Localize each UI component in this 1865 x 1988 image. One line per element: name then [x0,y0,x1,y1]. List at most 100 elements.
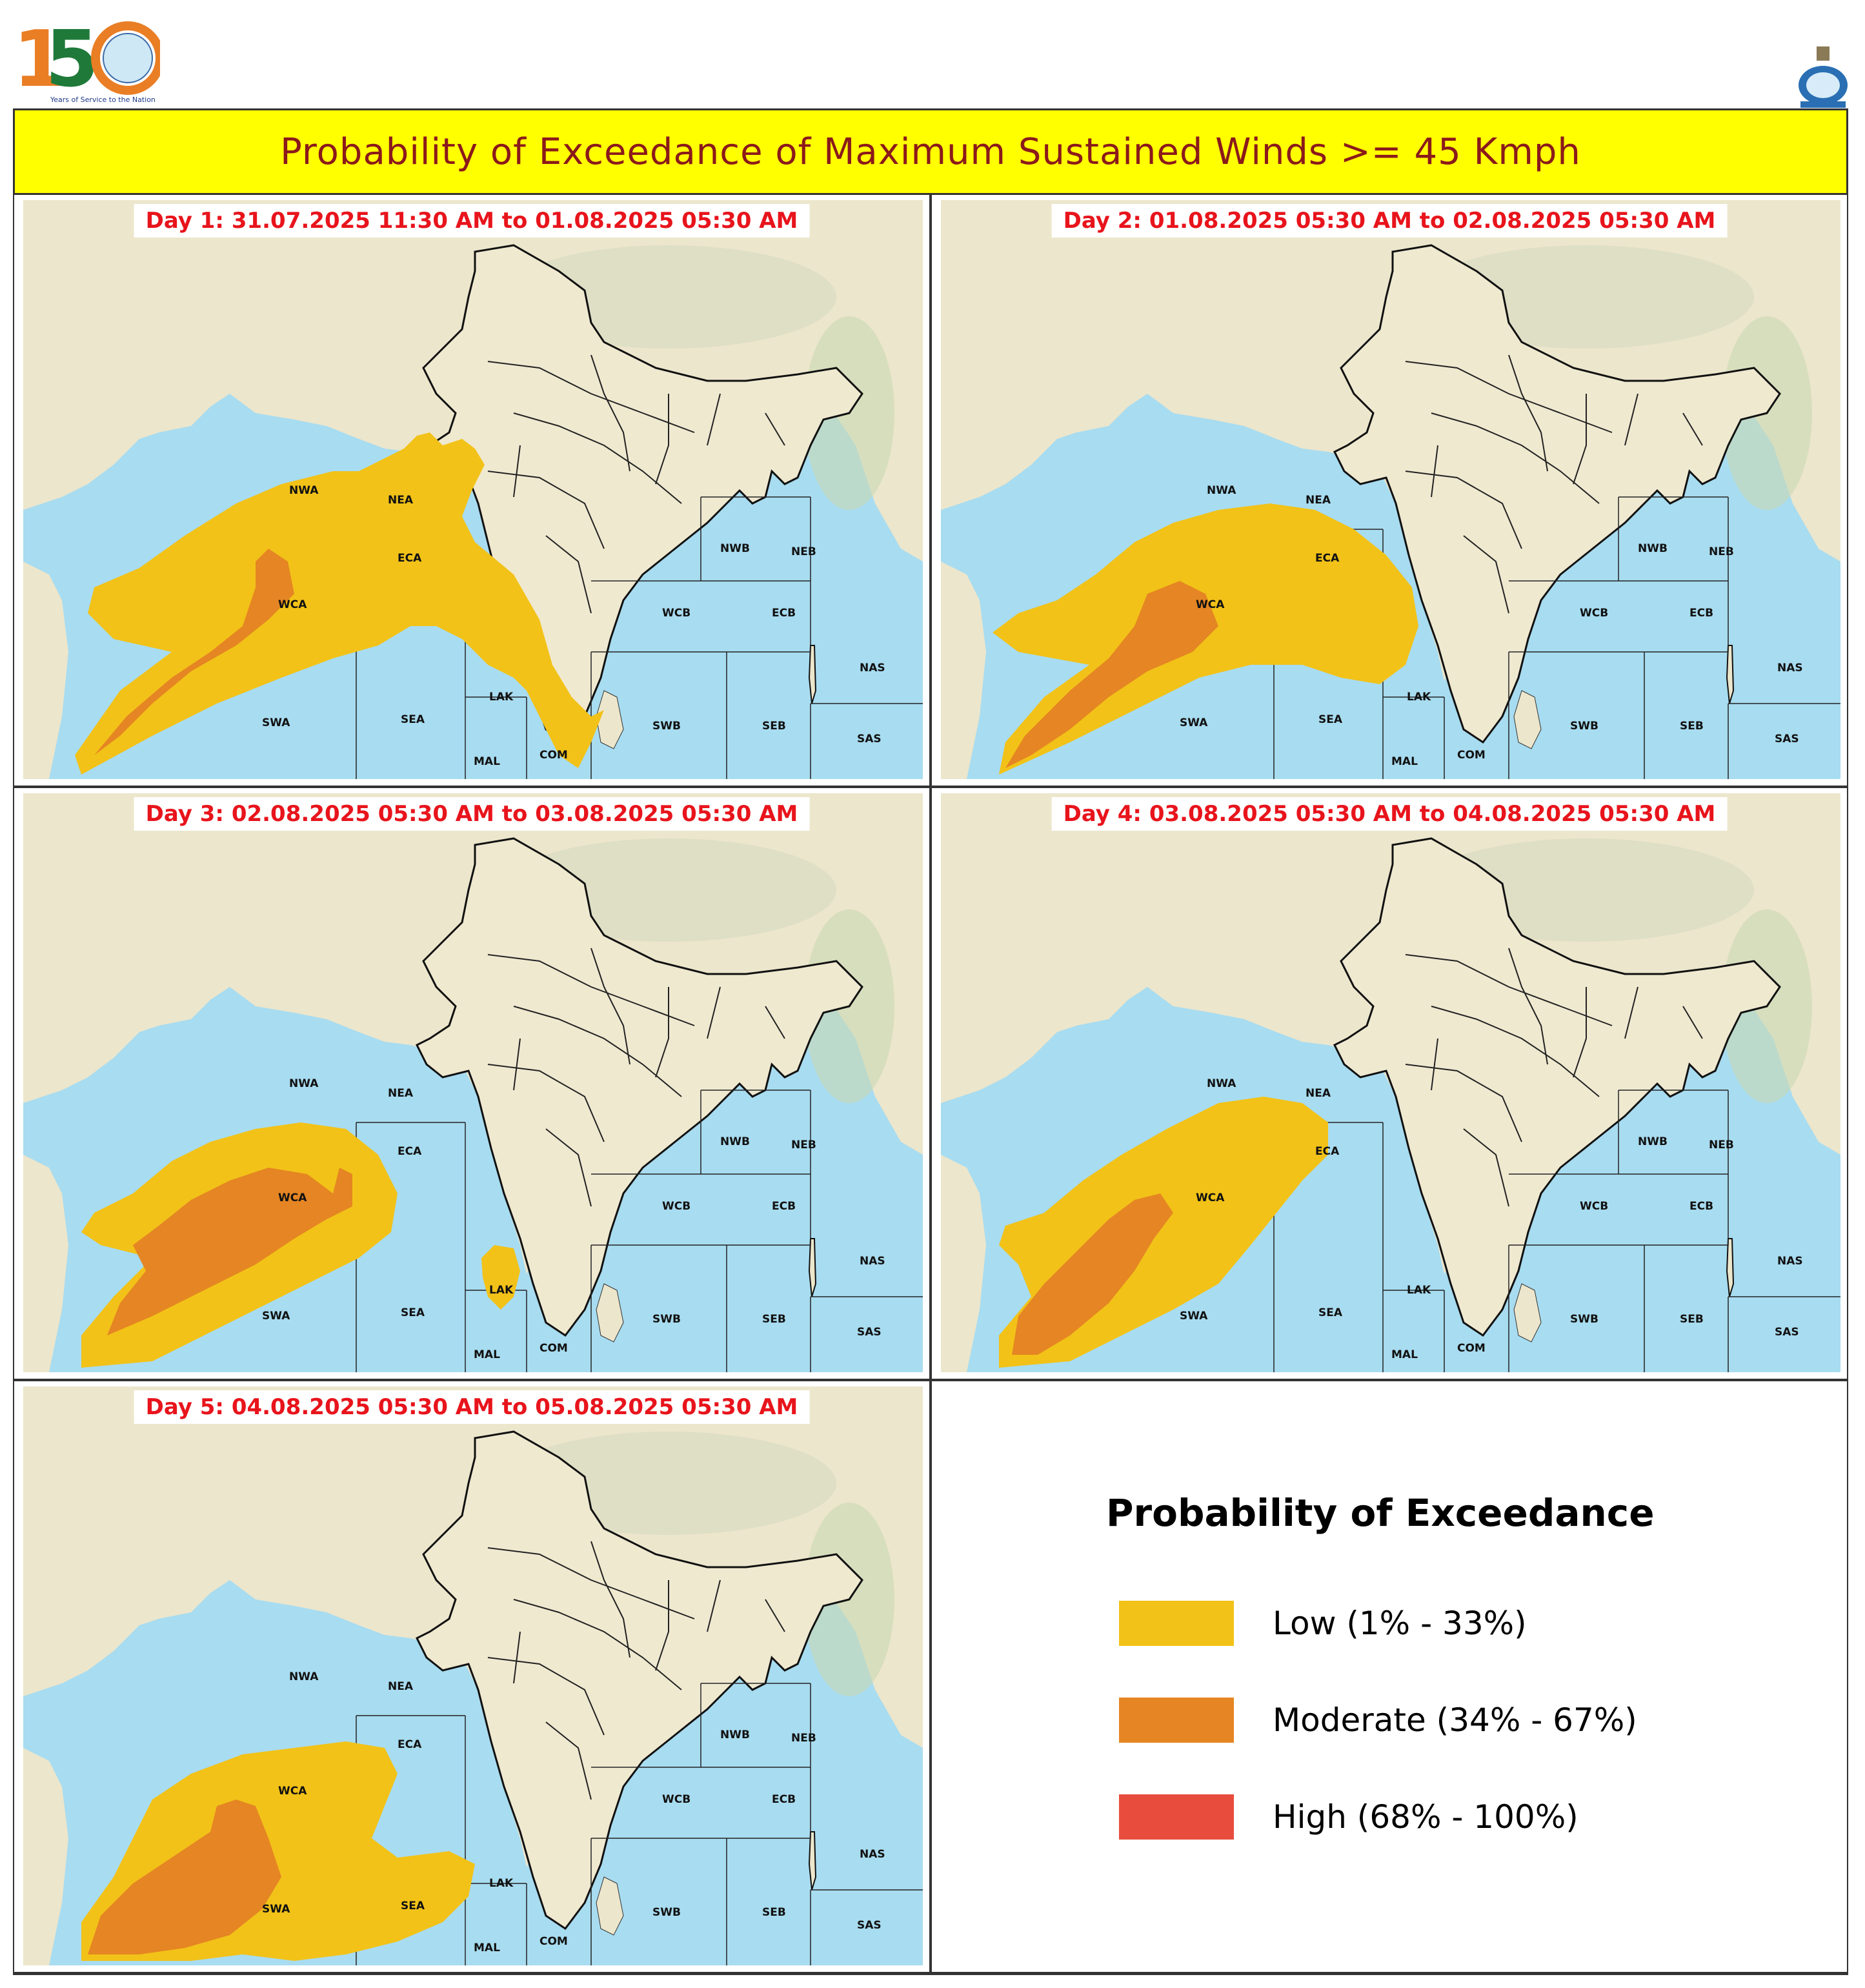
svg-text:ECA: ECA [1315,552,1340,565]
map-day-3: NWA NEA ECA WCA SWA SEA LAK MAL COM NWB … [23,793,923,1372]
svg-text:LAK: LAK [489,1877,514,1890]
svg-text:NEA: NEA [388,1680,414,1693]
svg-text:MAL: MAL [1391,1348,1418,1361]
svg-text:NEB: NEB [1709,1139,1734,1151]
svg-text:NAS: NAS [1777,1255,1803,1268]
svg-text:NEB: NEB [1709,545,1734,558]
svg-text:NAS: NAS [860,1255,885,1268]
svg-text:SEB: SEB [762,720,786,733]
day-label: Day 1: 31.07.2025 11:30 AM to 01.08.2025… [134,204,810,238]
svg-text:ECA: ECA [398,1738,422,1751]
svg-text:SEB: SEB [762,1313,786,1326]
legend-item-moderate: Moderate (34% - 67%) [1119,1698,1637,1743]
moderate-probability-area [1012,1193,1173,1355]
low-probability-area-lak [481,1245,520,1310]
svg-text:SEA: SEA [401,1306,425,1319]
zone-labels: NWA NEA ECA WCA SWA SEA LAK MAL COM NWB … [1180,1077,1803,1361]
legend-title: Probability of Exceedance [1106,1491,1655,1535]
svg-text:NEA: NEA [1306,494,1331,507]
svg-text:LAK: LAK [1407,691,1431,704]
svg-text:SWB: SWB [1570,720,1598,733]
svg-text:SAS: SAS [857,733,882,746]
svg-text:WCB: WCB [1580,1200,1608,1213]
map-panel-day-3: NWA NEA ECA WCA SWA SEA LAK MAL COM NWB … [13,787,931,1380]
svg-text:NAS: NAS [860,662,885,674]
svg-text:SEA: SEA [1318,713,1343,726]
svg-text:NWA: NWA [289,1077,319,1090]
svg-text:NEA: NEA [388,1087,414,1100]
svg-text:MAL: MAL [474,1348,500,1361]
svg-text:SWA: SWA [262,1310,290,1323]
svg-text:MAL: MAL [1391,755,1418,768]
svg-text:SEB: SEB [1680,1313,1704,1326]
moderate-probability-area [94,549,294,755]
svg-text:ECA: ECA [1315,1145,1340,1158]
legend-item-low: Low (1% - 33%) [1119,1601,1527,1646]
svg-text:ECB: ECB [772,1200,796,1213]
day-label: Day 2: 01.08.2025 05:30 AM to 02.08.2025… [1051,204,1728,238]
svg-text:NEA: NEA [388,494,414,507]
svg-text:WCA: WCA [278,1785,307,1798]
svg-text:NWA: NWA [1207,1077,1236,1090]
svg-text:SEA: SEA [401,1900,425,1912]
svg-text:ECB: ECB [772,607,796,620]
zone-labels: NWA NEA ECA WCA SWA SEA LAK MAL COM NWB … [1180,484,1803,768]
map-day-4: NWA NEA ECA WCA SWA SEA LAK MAL COM NWB … [941,793,1840,1372]
svg-text:NWA: NWA [1207,484,1236,497]
svg-text:NWA: NWA [289,1670,319,1683]
svg-text:WCA: WCA [278,1192,307,1204]
logo-caption: Years of Service to the Nation [50,96,156,104]
moderate-probability-area [1005,581,1218,768]
imd-150-years-logo: 1 5 Years of Service to the Nation [13,15,160,105]
svg-text:COM: COM [539,749,568,762]
moderate-probability-area [88,1800,281,1954]
map-panel-day-1: NWA NEA ECA WCA SWA SEA LAK MAL COM NWB … [13,194,931,787]
imd-emblem [1799,46,1848,108]
svg-text:WCB: WCB [662,607,691,620]
map-day-1: NWA NEA ECA WCA SWA SEA LAK MAL COM NWB … [23,200,923,779]
svg-text:SAS: SAS [1775,733,1799,746]
svg-text:SEA: SEA [401,713,425,726]
legend-label: High (68% - 100%) [1273,1798,1578,1836]
svg-text:ECA: ECA [398,552,422,565]
svg-text:NWB: NWB [1638,542,1668,555]
svg-text:ECA: ECA [398,1145,422,1158]
svg-text:NAS: NAS [1777,662,1803,674]
svg-text:NEB: NEB [791,1139,816,1151]
svg-text:COM: COM [539,1342,568,1355]
zone-labels: NWA NEA ECA WCA SWA SEA LAK MAL COM NWB … [262,1077,885,1361]
svg-text:SEA: SEA [1318,1306,1343,1319]
legend-swatch-low [1119,1601,1234,1646]
map-day-5: NWA NEA ECA WCA SWA SEA LAK MAL COM NWB … [23,1386,923,1965]
moderate-probability-area [107,1168,352,1335]
svg-text:WCB: WCB [662,1200,691,1213]
page-title: Probability of Exceedance of Maximum Sus… [280,130,1581,173]
svg-text:NWB: NWB [1638,1135,1668,1148]
svg-text:WCA: WCA [1196,598,1225,611]
zone-labels: NWA NEA ECA WCA SWA SEA LAK MAL COM NWB … [262,1670,885,1954]
svg-text:5: 5 [45,15,99,105]
svg-text:NEA: NEA [1306,1087,1331,1100]
legend-label: Low (1% - 33%) [1273,1605,1527,1642]
map-panel-day-5: NWA NEA ECA WCA SWA SEA LAK MAL COM NWB … [13,1380,931,1973]
svg-text:NWB: NWB [720,1135,750,1148]
svg-text:NWB: NWB [720,1729,750,1741]
svg-text:ECB: ECB [772,1793,796,1806]
svg-text:MAL: MAL [474,1942,500,1954]
svg-text:SWA: SWA [1180,716,1208,729]
svg-text:WCB: WCB [662,1793,691,1806]
svg-text:MAL: MAL [474,755,500,768]
day-label: Day 4: 03.08.2025 05:30 AM to 04.08.2025… [1051,797,1728,831]
svg-text:LAK: LAK [489,691,514,704]
svg-text:WCA: WCA [1196,1192,1225,1204]
low-probability-area [75,432,604,775]
legend-swatch-moderate [1119,1698,1234,1743]
legend-item-high: High (68% - 100%) [1119,1794,1578,1840]
svg-text:ECB: ECB [1689,607,1713,620]
legend-label: Moderate (34% - 67%) [1273,1701,1637,1739]
svg-text:SAS: SAS [857,1326,882,1339]
svg-text:NEB: NEB [791,545,816,558]
svg-text:SWB: SWB [652,720,681,733]
svg-text:SAS: SAS [1775,1326,1799,1339]
svg-text:SEB: SEB [1680,720,1704,733]
